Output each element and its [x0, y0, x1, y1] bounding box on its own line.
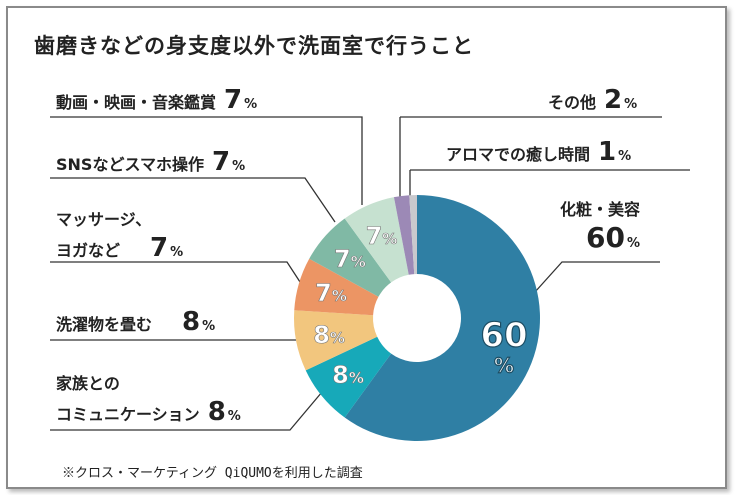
footnote: ※クロス・マーケティング QiQUMOを利用した調査 — [62, 466, 363, 481]
label-massage: マッサージ、 ヨガなど 7% — [56, 210, 184, 263]
leader-line — [50, 177, 336, 223]
slice-label: 8% — [332, 361, 364, 389]
leader-line — [50, 116, 363, 205]
donut-slice — [409, 195, 417, 275]
label-aroma: アロマでの癒し時間 1% — [446, 137, 632, 167]
donut-slice — [293, 310, 378, 371]
leader-line — [50, 391, 323, 431]
donut-slice — [309, 218, 392, 297]
donut-slice — [294, 258, 379, 316]
label-video: 動画・映画・音楽鑑賞 7% — [56, 85, 258, 115]
label-makeup: 化粧・美容 60% — [560, 200, 641, 254]
leader-line — [534, 261, 660, 293]
donut-slice — [305, 336, 392, 418]
donut-slice — [344, 195, 541, 442]
chart-title: 歯磨きなどの身支度以外で洗面室で行うこと — [34, 34, 474, 58]
donut-slice — [393, 195, 415, 275]
label-family: 家族との コミュニケーション 8% — [56, 374, 241, 427]
leader-line — [50, 261, 303, 286]
label-sns: SNSなどスマホ操作 7% — [56, 147, 246, 177]
label-other: その他 2% — [548, 85, 638, 115]
donut-slice — [344, 197, 409, 283]
label-laundry: 洗濯物を畳む 8% — [56, 307, 216, 337]
